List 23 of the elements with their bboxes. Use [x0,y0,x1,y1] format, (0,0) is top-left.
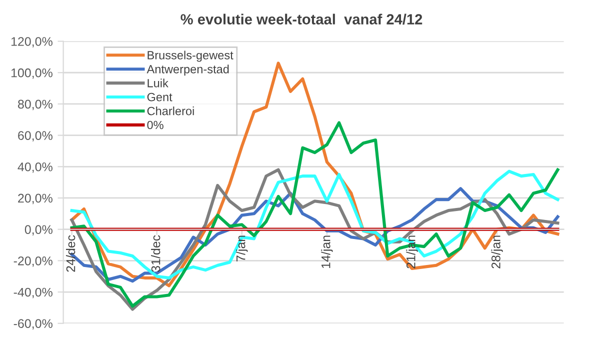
y-tick-label: 40,0% [18,162,52,173]
x-tick-label: 14/jan [321,236,333,268]
y-tick-label: -40,0% [14,288,52,298]
legend-label: 0% [147,120,164,130]
x-tick-label: 31/dec [151,235,160,272]
y-tick-label: 80,0% [18,100,52,110]
y-tick-label: -60,0% [14,319,52,330]
chart-title: % evolutie week-totaal vanaf 24/12 [180,14,422,25]
y-tick-label: 100,0% [11,68,52,79]
legend-label: Charleroi [147,106,194,116]
x-tick-label: 24/dec [66,235,76,272]
x-tick-label: 21/jan [406,236,418,268]
y-tick-label: 60,0% [18,131,52,142]
legend-label: Antwerpen-stad [146,64,229,76]
x-tick-label: 28/jan [491,236,503,268]
legend-label: Brussels-gewest [148,50,234,62]
y-tick-label: 120,0% [11,37,52,48]
y-tick-label: -20,0% [14,256,52,267]
y-tick-label: 0,0% [24,225,52,236]
legend-label: Gent [147,92,172,102]
x-tick-label: 7/jan [236,236,248,262]
y-tick-label: 20,0% [18,194,52,204]
legend-label: Luik [148,78,168,88]
